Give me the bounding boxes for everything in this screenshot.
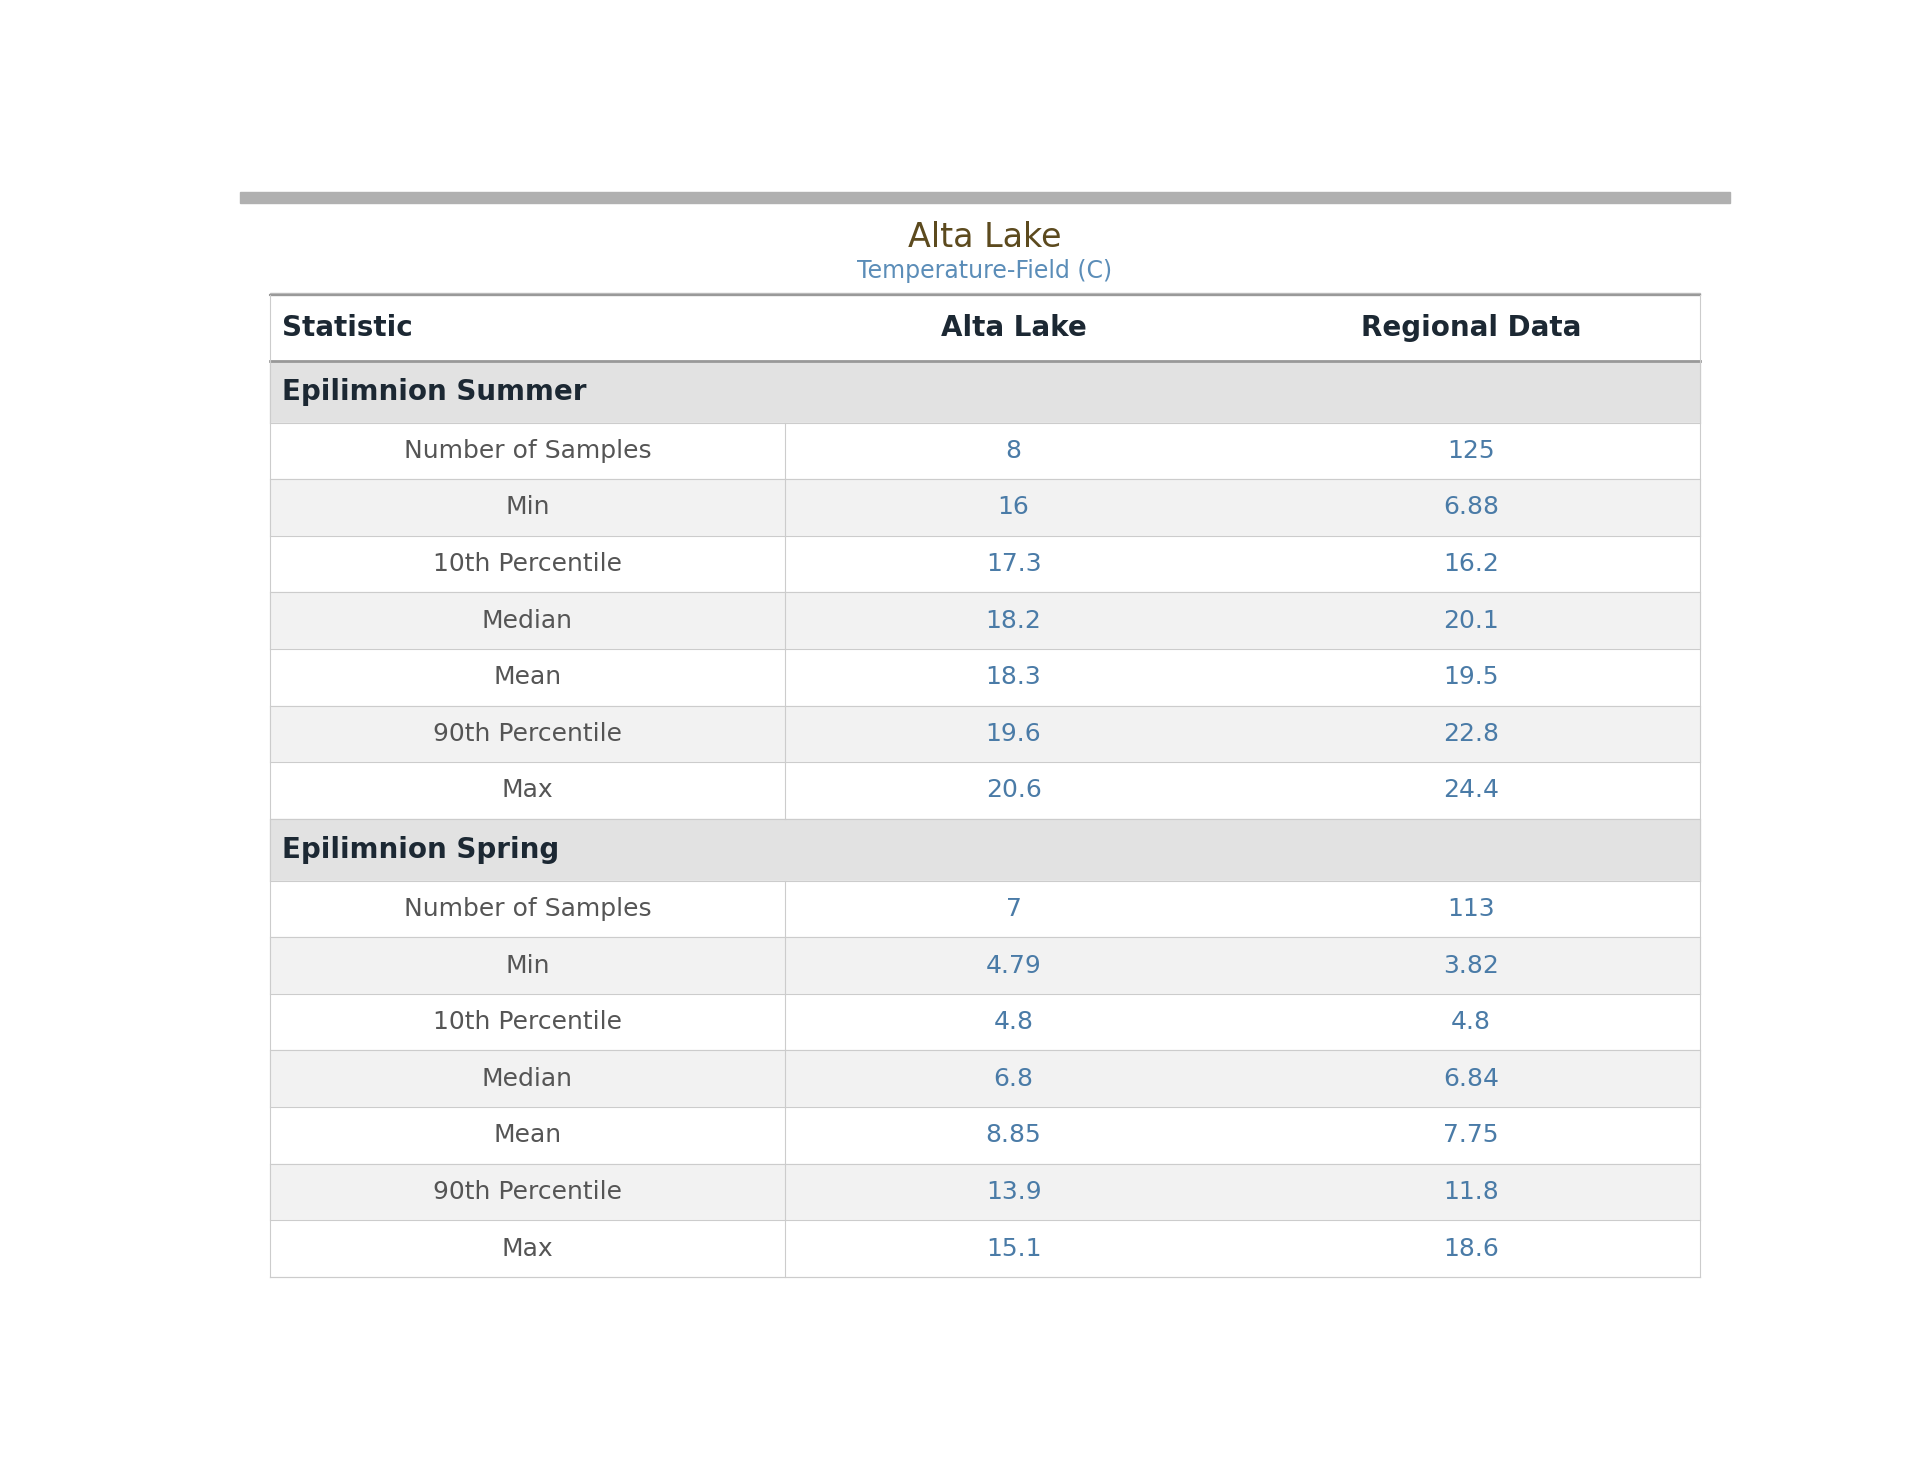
Bar — [240, 193, 1730, 203]
Text: 4.8: 4.8 — [1451, 1010, 1491, 1034]
Text: Alta Lake: Alta Lake — [940, 314, 1086, 342]
Text: 11.8: 11.8 — [1443, 1180, 1499, 1204]
Text: 19.5: 19.5 — [1443, 666, 1499, 689]
Text: Max: Max — [502, 778, 554, 803]
Text: 16.2: 16.2 — [1443, 552, 1499, 577]
Text: 125: 125 — [1447, 439, 1495, 463]
Bar — [269, 1107, 1699, 1164]
Bar — [269, 293, 1699, 295]
Text: 13.9: 13.9 — [986, 1180, 1042, 1204]
Text: Min: Min — [505, 953, 550, 978]
Text: Number of Samples: Number of Samples — [404, 896, 652, 921]
Bar — [269, 295, 1699, 361]
Bar — [269, 762, 1699, 819]
Text: Min: Min — [505, 495, 550, 520]
Text: 15.1: 15.1 — [986, 1237, 1042, 1260]
Bar — [269, 880, 1699, 937]
Text: 4.79: 4.79 — [986, 953, 1042, 978]
Bar — [269, 536, 1699, 593]
Text: 24.4: 24.4 — [1443, 778, 1499, 803]
Bar — [269, 1221, 1699, 1278]
Bar — [269, 479, 1699, 536]
Text: 20.6: 20.6 — [986, 778, 1042, 803]
Text: 6.8: 6.8 — [994, 1067, 1034, 1091]
Bar — [269, 1164, 1699, 1221]
Text: Mean: Mean — [494, 1123, 561, 1148]
Text: Statistic: Statistic — [283, 314, 413, 342]
Text: Median: Median — [482, 1067, 573, 1091]
Text: Alta Lake: Alta Lake — [909, 220, 1061, 254]
Text: 3.82: 3.82 — [1443, 953, 1499, 978]
Text: 17.3: 17.3 — [986, 552, 1042, 577]
Text: 90th Percentile: 90th Percentile — [432, 721, 623, 746]
Text: 6.88: 6.88 — [1443, 495, 1499, 520]
Bar — [269, 593, 1699, 650]
Text: Median: Median — [482, 609, 573, 632]
Text: 6.84: 6.84 — [1443, 1067, 1499, 1091]
Text: 7.75: 7.75 — [1443, 1123, 1499, 1148]
Text: 19.6: 19.6 — [986, 721, 1042, 746]
Text: Max: Max — [502, 1237, 554, 1260]
Text: 8: 8 — [1005, 439, 1023, 463]
Bar — [269, 819, 1699, 880]
Text: Mean: Mean — [494, 666, 561, 689]
Text: 22.8: 22.8 — [1443, 721, 1499, 746]
Text: 10th Percentile: 10th Percentile — [432, 1010, 623, 1034]
Bar — [269, 422, 1699, 479]
Bar — [269, 994, 1699, 1051]
Bar — [269, 650, 1699, 705]
Text: 20.1: 20.1 — [1443, 609, 1499, 632]
Text: 4.8: 4.8 — [994, 1010, 1034, 1034]
Text: Epilimnion Summer: Epilimnion Summer — [283, 378, 586, 406]
Text: 8.85: 8.85 — [986, 1123, 1042, 1148]
Bar — [269, 705, 1699, 762]
Text: Temperature-Field (C): Temperature-Field (C) — [857, 258, 1113, 283]
Text: Number of Samples: Number of Samples — [404, 439, 652, 463]
Bar — [269, 361, 1699, 422]
Bar — [269, 937, 1699, 994]
Text: 113: 113 — [1447, 896, 1495, 921]
Text: 10th Percentile: 10th Percentile — [432, 552, 623, 577]
Text: 90th Percentile: 90th Percentile — [432, 1180, 623, 1204]
Text: Regional Data: Regional Data — [1361, 314, 1582, 342]
Text: Epilimnion Spring: Epilimnion Spring — [283, 835, 559, 864]
Text: 7: 7 — [1005, 896, 1023, 921]
Text: 16: 16 — [998, 495, 1030, 520]
Text: 18.2: 18.2 — [986, 609, 1042, 632]
Text: 18.6: 18.6 — [1443, 1237, 1499, 1260]
Text: 18.3: 18.3 — [986, 666, 1042, 689]
Bar — [269, 1051, 1699, 1107]
